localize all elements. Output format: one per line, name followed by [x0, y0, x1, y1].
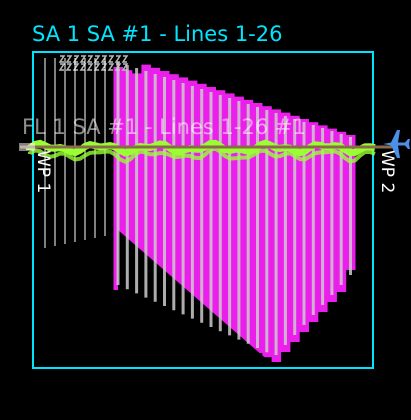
flight-line-label: FL 1 SA #1 - Lines 1-26 #1: [22, 115, 306, 139]
survey-area-boundary: [32, 51, 374, 369]
line-number-tick: [107, 55, 115, 71]
survey-line-ticks: [58, 55, 129, 71]
line-number-tick: [100, 55, 108, 71]
line-number-tick: [72, 55, 80, 71]
flight-track-band: [28, 146, 376, 164]
coverage-swaths: [113, 64, 356, 363]
line-number-tick: [121, 55, 129, 71]
line-number-tick: [86, 55, 94, 71]
survey-area-title: SA 1 SA #1 - Lines 1-26: [32, 22, 283, 46]
waypoint-start-label: WP 1: [33, 150, 53, 194]
survey-lines: [116, 62, 352, 355]
line-number-tick: [93, 55, 101, 71]
line-number-tick: [58, 55, 66, 71]
start-hatch-marks: [19, 143, 35, 151]
line-number-tick: [79, 55, 87, 71]
airplane-icon[interactable]: [383, 130, 410, 158]
line-number-tick: [65, 55, 73, 71]
waypoint-end-label: WP 2: [377, 150, 397, 194]
